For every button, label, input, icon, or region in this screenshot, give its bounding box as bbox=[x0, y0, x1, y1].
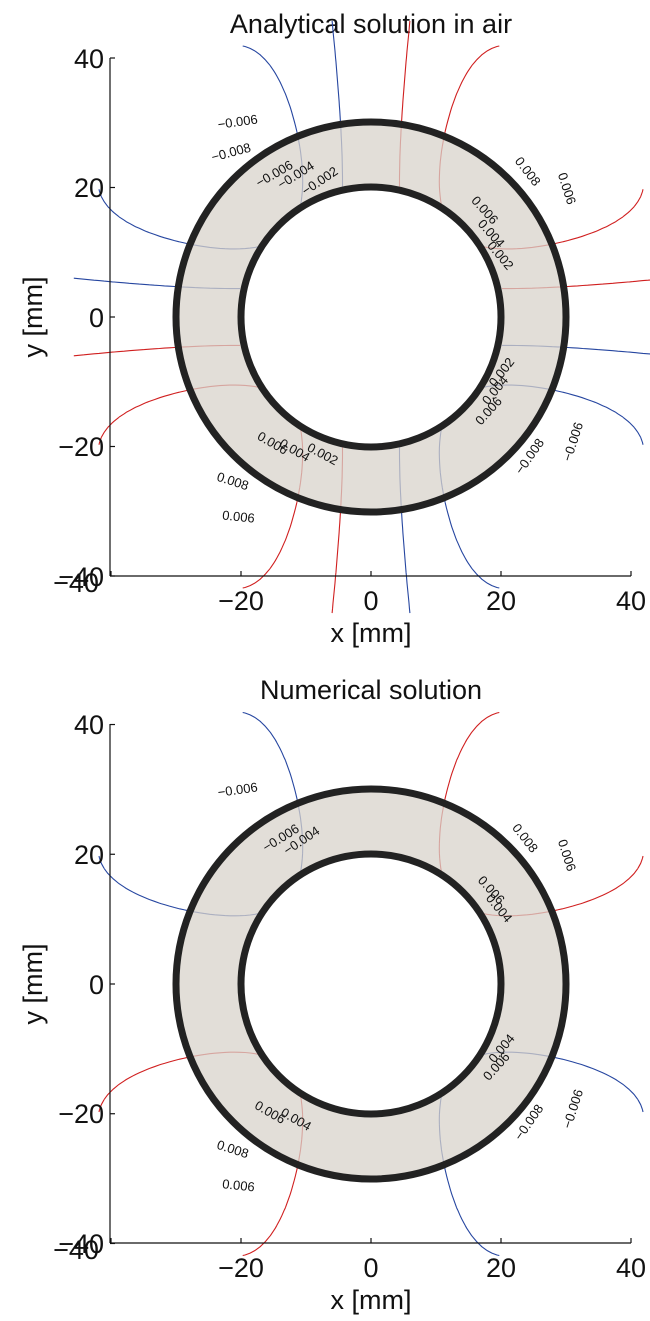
y-tick-label: 20 bbox=[74, 840, 104, 870]
chart-title: Analytical solution in air bbox=[230, 9, 512, 39]
x-tick-label: −20 bbox=[218, 1253, 264, 1283]
x-tick-label: −40 bbox=[53, 568, 99, 598]
y-axis-label: y [mm] bbox=[18, 277, 48, 358]
y-tick-label: −20 bbox=[58, 432, 104, 462]
contour-label: −0.008 bbox=[210, 140, 253, 165]
y-tick-label: 20 bbox=[74, 173, 104, 203]
contour-label: −0.006 bbox=[217, 779, 259, 799]
y-tick-label: 0 bbox=[89, 970, 104, 1000]
inner-ring bbox=[237, 850, 505, 1118]
x-tick-label: 0 bbox=[363, 586, 378, 616]
x-tick-label: 20 bbox=[486, 1253, 516, 1283]
y-tick-label: −40 bbox=[58, 562, 104, 592]
outer-ring bbox=[172, 118, 570, 516]
panel-analytical: Analytical solution in air −0.006 −0.008 −… bbox=[18, 9, 650, 648]
x-tick-label: 40 bbox=[616, 586, 646, 616]
x-axis-label: x [mm] bbox=[331, 1285, 412, 1315]
outer-ring bbox=[172, 785, 570, 1183]
contour-label: −0.006 bbox=[559, 420, 586, 463]
x-tick-label: 40 bbox=[616, 1253, 646, 1283]
contour-label: 0.008 bbox=[215, 1137, 251, 1161]
contour-label: 0.006 bbox=[222, 507, 256, 525]
annulus-fill bbox=[176, 789, 566, 1179]
contour-label: −0.006 bbox=[217, 112, 259, 132]
y-tick-label: −20 bbox=[58, 1099, 104, 1129]
contour-label: 0.008 bbox=[215, 469, 251, 493]
annulus bbox=[172, 785, 570, 1183]
chart-title: Numerical solution bbox=[260, 675, 482, 705]
y-axis-label: y [mm] bbox=[18, 944, 48, 1025]
contour-label: −0.006 bbox=[559, 1087, 586, 1130]
panel-numerical: Numerical solution −0.006−0.006−0.004 0.0… bbox=[18, 675, 646, 1315]
y-tick-label: 40 bbox=[74, 710, 104, 740]
x-tick-label: −40 bbox=[53, 1235, 99, 1265]
contour-label: 0.006 bbox=[222, 1176, 256, 1194]
y-tick-label: 40 bbox=[74, 44, 104, 74]
x-tick-label: 0 bbox=[363, 1253, 378, 1283]
contour-label: 0.006 bbox=[555, 837, 579, 873]
x-tick-label: −20 bbox=[218, 586, 264, 616]
axis-ticks bbox=[110, 57, 632, 577]
y-tick-label: −40 bbox=[58, 1229, 104, 1259]
axis-ticks bbox=[110, 723, 632, 1245]
y-tick-label: 0 bbox=[89, 303, 104, 333]
annulus-fill bbox=[176, 122, 566, 512]
x-tick-label: 20 bbox=[486, 586, 516, 616]
x-axis-label: x [mm] bbox=[331, 618, 412, 648]
contour-label: 0.006 bbox=[555, 171, 579, 207]
inner-ring bbox=[237, 183, 505, 451]
annulus bbox=[172, 118, 570, 516]
